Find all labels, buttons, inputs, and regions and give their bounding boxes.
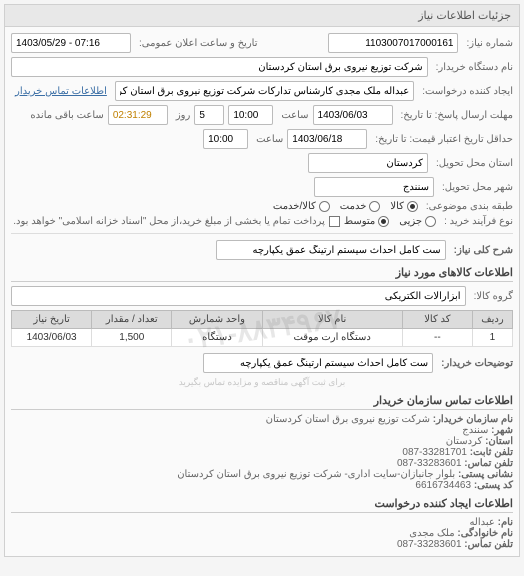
- buyer-org-label: نام دستگاه خریدار:: [436, 62, 513, 73]
- least-price-time: [203, 129, 248, 149]
- announce-datetime: [11, 33, 131, 53]
- classification-label: طبقه بندی موضوعی:: [426, 201, 513, 212]
- buyer-desc-label: توضیحات خریدار:: [441, 358, 513, 369]
- goods-table: ردیفکد کالانام کالاواحد شمارشتعداد / مقد…: [11, 310, 513, 347]
- need-no-input: [328, 33, 458, 53]
- radio-khedmat[interactable]: خدمت: [340, 201, 381, 212]
- requester-label: ایجاد کننده درخواست:: [422, 86, 513, 97]
- city-input: [314, 177, 434, 197]
- need-details-panel: جزئیات اطلاعات نیاز شماره نیاز: تاریخ و …: [4, 4, 520, 557]
- row-province: استان محل تحویل:: [11, 153, 513, 173]
- desc-label: شرح کلی نیاز:: [454, 245, 513, 256]
- row-need-no: شماره نیاز: تاریخ و ساعت اعلان عمومی:: [11, 33, 513, 53]
- radio-dot-icon: [407, 201, 418, 212]
- table-row: 1--دستگاه ارت موقتدستگاه1,5001403/06/03: [12, 329, 513, 347]
- col-header: تعداد / مقدار: [92, 311, 172, 329]
- watermark-sub: برای ثبت آگهی مناقصه و مزایده تماس بگیری…: [11, 377, 513, 388]
- col-header: نام کالا: [262, 311, 402, 329]
- row-least-price: حداقل تاریخ اعتبار قیمت: تا تاریخ: ساعت: [11, 129, 513, 149]
- contact-section: برای ثبت آگهی مناقصه و مزایده تماس بگیری…: [11, 377, 513, 550]
- radio-dot-icon: [319, 201, 330, 212]
- row-city: شهر محل تحویل:: [11, 177, 513, 197]
- radio-kala[interactable]: کالا: [390, 201, 418, 212]
- row-buyer-org: نام دستگاه خریدار:: [11, 57, 513, 77]
- group-input: [11, 286, 466, 306]
- row-requester: ایجاد کننده درخواست: اطلاعات تماس خریدار: [11, 81, 513, 101]
- buyer-desc-input: [203, 353, 433, 373]
- radio-jozi[interactable]: جزیی: [399, 216, 436, 227]
- deadline-time-label: ساعت: [281, 110, 308, 121]
- panel-body: شماره نیاز: تاریخ و ساعت اعلان عمومی: نا…: [5, 27, 519, 556]
- requester-input: [115, 81, 414, 101]
- creator-lines: نام: عبداله نام خانوادگی: ملک مجدی تلفن …: [11, 517, 513, 550]
- desc-input: [216, 240, 446, 260]
- row-group: گروه کالا:: [11, 286, 513, 306]
- deadline-remain-label: ساعت باقی مانده: [30, 110, 103, 121]
- radio-motavasset[interactable]: متوسط: [344, 216, 389, 227]
- deadline-day: [194, 105, 224, 125]
- col-header: واحد شمارش: [172, 311, 262, 329]
- row-buyer-desc: توضیحات خریدار:: [11, 353, 513, 373]
- need-no-label: شماره نیاز:: [466, 38, 513, 49]
- least-price-label: حداقل تاریخ اعتبار قیمت: تا تاریخ:: [375, 134, 513, 145]
- col-header: ردیف: [472, 311, 512, 329]
- col-header: کد کالا: [402, 311, 472, 329]
- radio-dot-icon: [369, 201, 380, 212]
- col-header: تاریخ نیاز: [12, 311, 92, 329]
- purchase-type-label: نوع فرآیند خرید :: [444, 216, 513, 227]
- deadline-date: [313, 105, 393, 125]
- city-label: شهر محل تحویل:: [442, 182, 513, 193]
- row-classification: طبقه بندی موضوعی: کالا خدمت کالا/خدمت: [11, 201, 513, 212]
- panel-title: جزئیات اطلاعات نیاز: [5, 5, 519, 27]
- deadline-time: [228, 105, 273, 125]
- purchase-type-radios: جزیی متوسط: [344, 216, 436, 227]
- treasury-checkbox[interactable]: [329, 216, 340, 227]
- radio-dot-icon: [425, 216, 436, 227]
- row-deadline: مهلت ارسال پاسخ: تا تاریخ: ساعت روز ساعت…: [11, 105, 513, 125]
- treasury-note: پرداخت تمام یا بخشی از مبلغ خرید،از محل …: [13, 216, 325, 227]
- radio-both[interactable]: کالا/خدمت: [273, 201, 330, 212]
- deadline-remain: [108, 105, 168, 125]
- province-label: استان محل تحویل:: [436, 158, 513, 169]
- row-desc: شرح کلی نیاز:: [11, 240, 513, 260]
- buyer-org-input: [11, 57, 428, 77]
- least-price-date: [287, 129, 367, 149]
- row-purchase-type: نوع فرآیند خرید : جزیی متوسط پرداخت تمام…: [11, 216, 513, 227]
- province-input: [308, 153, 428, 173]
- deadline-label: مهلت ارسال پاسخ: تا تاریخ:: [401, 110, 513, 121]
- creator-section-title: اطلاعات ایجاد کننده درخواست: [11, 497, 513, 513]
- deadline-day-label: روز: [176, 110, 191, 121]
- announce-label: تاریخ و ساعت اعلان عمومی:: [139, 38, 258, 49]
- contact-section-title: اطلاعات تماس سازمان خریدار: [11, 394, 513, 410]
- table-wrap: ردیفکد کالانام کالاواحد شمارشتعداد / مقد…: [11, 310, 513, 347]
- goods-section-title: اطلاعات کالاهای مورد نیاز: [11, 266, 513, 282]
- classification-radios: کالا خدمت کالا/خدمت: [273, 201, 418, 212]
- contact-lines: نام سازمان خریدار: شرکت توزیع نیروی برق …: [11, 414, 513, 491]
- buyer-contact-button[interactable]: اطلاعات تماس خریدار: [11, 86, 111, 97]
- least-price-time-label: ساعت: [256, 134, 283, 145]
- group-label: گروه کالا:: [474, 291, 513, 302]
- radio-dot-icon: [378, 216, 389, 227]
